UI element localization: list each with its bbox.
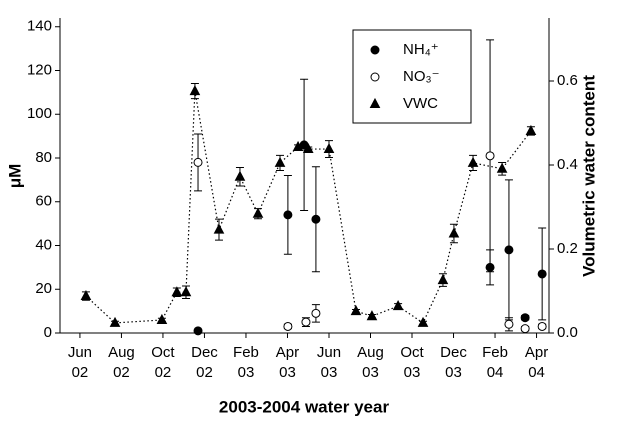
marker [504, 245, 514, 255]
x-tick-label: Dec 03 [440, 344, 467, 381]
marker [366, 310, 378, 321]
marker [350, 305, 362, 316]
marker [109, 316, 121, 327]
legend-marker [369, 97, 381, 108]
y-tick-label: 120 [27, 61, 52, 78]
marker [171, 286, 183, 297]
x-tick-label: Jun 02 [67, 344, 93, 381]
marker [156, 313, 168, 324]
marker [292, 140, 304, 151]
marker [180, 286, 192, 297]
y-tick-label: 20 [35, 280, 52, 297]
x-tick-label: Feb 04 [482, 344, 508, 381]
marker [520, 324, 530, 334]
x-axis-label: 2003-2004 water year [219, 397, 390, 416]
y2-tick-label: 0.2 [557, 240, 578, 257]
marker [525, 124, 537, 135]
marker [193, 157, 203, 167]
legend-entry: NH₄⁺ [370, 41, 439, 58]
x-tick-label: Aug 03 [357, 344, 384, 381]
y-tick-label: 100 [27, 105, 52, 122]
legend-label: NO₃⁻ [403, 68, 440, 85]
x-tick-label: Jun 03 [316, 344, 342, 381]
legend-marker [370, 45, 380, 55]
marker [274, 156, 286, 167]
y-tick-label: 80 [35, 149, 52, 166]
marker [485, 151, 495, 161]
y-tick-label: 140 [27, 18, 52, 35]
marker [437, 274, 449, 285]
y2-tick-label: 0.0 [557, 324, 578, 341]
marker [80, 289, 92, 301]
x-tick-label: Aug 02 [108, 344, 135, 381]
legend-label: NH₄⁺ [403, 41, 439, 58]
marker [301, 317, 311, 327]
marker [193, 326, 203, 336]
x-tick-label: Dec 02 [191, 344, 218, 381]
marker [311, 214, 321, 224]
marker [302, 142, 314, 154]
legend-label: VWC [403, 95, 438, 112]
marker [189, 85, 201, 96]
x-tick-label: Oct 03 [400, 344, 424, 381]
legend-entry: NO₃⁻ [370, 68, 440, 85]
series-line [85, 90, 532, 324]
marker [392, 300, 404, 311]
marker [283, 321, 293, 331]
marker [537, 269, 547, 279]
marker [323, 142, 335, 154]
y-tick-label: 60 [35, 193, 52, 210]
x-tick-label: Apr 03 [275, 344, 300, 381]
y2-tick-label: 0.6 [557, 72, 578, 89]
marker [448, 227, 460, 238]
x-tick-label: Apr 04 [524, 344, 549, 381]
marker [520, 313, 530, 323]
marker [467, 156, 479, 167]
marker [311, 308, 321, 318]
y2-axis-label: Volumetric water content [579, 75, 598, 277]
marker [417, 316, 429, 327]
y-tick-label: 0 [44, 324, 52, 341]
y-axis-label: μM [5, 164, 24, 189]
x-tick-label: Feb 03 [233, 344, 259, 381]
y2-tick-label: 0.4 [557, 156, 578, 173]
marker [283, 210, 293, 220]
legend-entry: VWC [369, 95, 438, 112]
marker [252, 207, 264, 218]
legend-marker [370, 72, 380, 82]
x-tick-label: Oct 02 [151, 344, 175, 381]
marker [234, 170, 246, 181]
marker [504, 319, 514, 329]
marker [496, 162, 508, 173]
marker [213, 223, 225, 234]
y-tick-label: 40 [35, 236, 52, 253]
marker [537, 321, 547, 331]
